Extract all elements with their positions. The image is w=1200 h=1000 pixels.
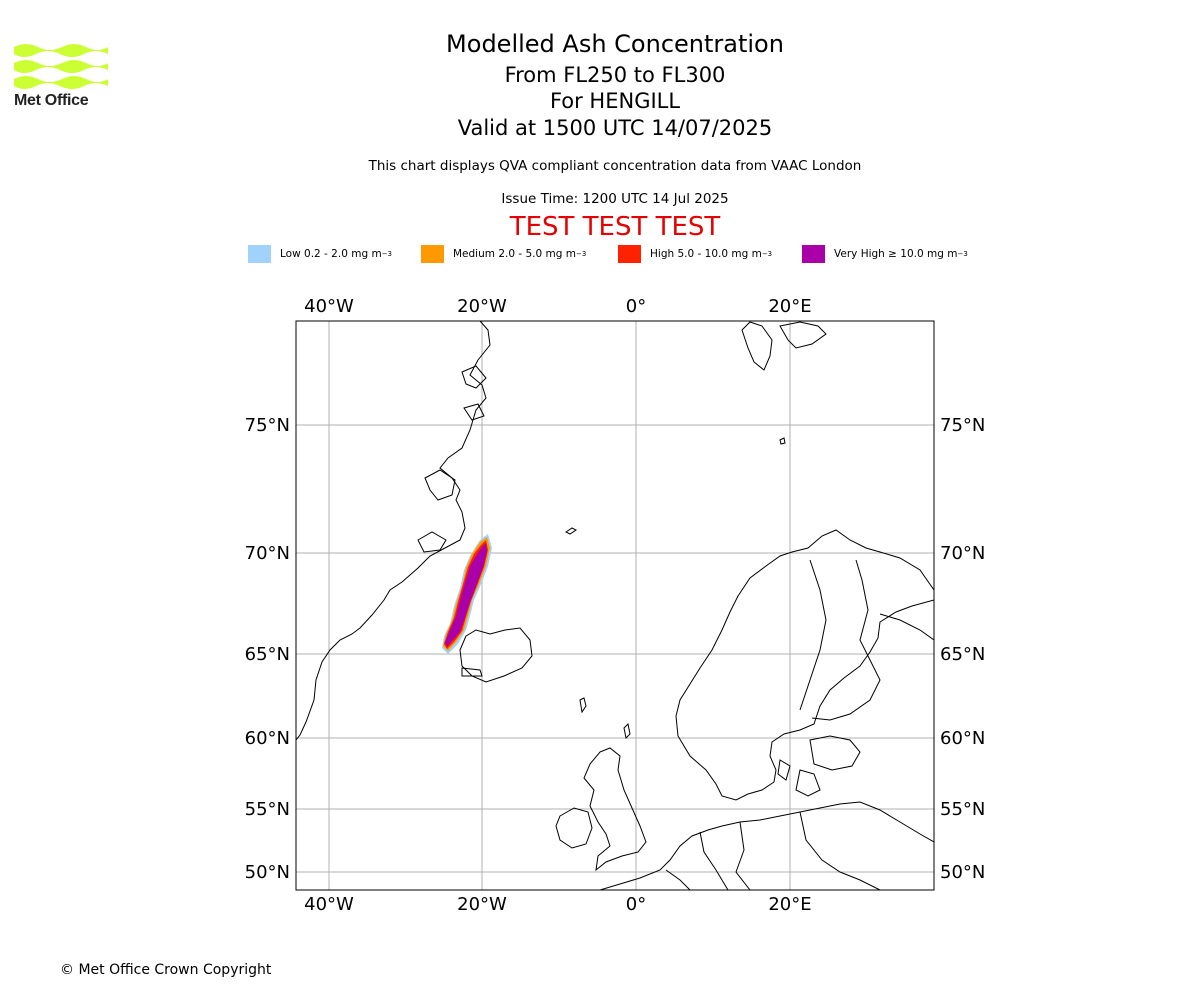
lon-label-top-0: 0° bbox=[626, 296, 646, 317]
legend-label-low: Low 0.2 - 2.0 mg m bbox=[280, 248, 382, 260]
test-banner: TEST TEST TEST bbox=[509, 212, 721, 242]
legend-swatch-low bbox=[248, 245, 271, 263]
lon-label-top-20w: 20°W bbox=[457, 296, 507, 317]
copyright-notice: © Met Office Crown Copyright bbox=[60, 962, 272, 978]
legend-item-high: High 5.0 - 10.0 mg m −3 bbox=[618, 244, 772, 264]
legend-swatch-medium bbox=[421, 245, 444, 263]
map-frame bbox=[295, 320, 935, 891]
met-office-logo-icon bbox=[14, 44, 108, 89]
legend-item-very-high: Very High ≥ 10.0 mg m −3 bbox=[802, 244, 968, 264]
lat-label-right-65n: 65°N bbox=[940, 644, 985, 665]
legend-swatch-very-high bbox=[802, 245, 825, 263]
chart-title: Modelled Ash Concentration bbox=[446, 30, 784, 58]
ash-plume bbox=[442, 534, 492, 654]
lat-label-left-65n: 65°N bbox=[245, 644, 290, 665]
lon-label-bottom-20e: 20°E bbox=[768, 894, 811, 915]
legend-label-high: High 5.0 - 10.0 mg m bbox=[650, 248, 762, 260]
lat-label-left-60n: 60°N bbox=[245, 728, 290, 749]
legend-item-low: Low 0.2 - 2.0 mg m −3 bbox=[248, 244, 392, 264]
legend-item-medium: Medium 2.0 - 5.0 mg m −3 bbox=[421, 244, 586, 264]
valid-time: Valid at 1500 UTC 14/07/2025 bbox=[457, 116, 773, 140]
issue-time: Issue Time: 1200 UTC 14 Jul 2025 bbox=[501, 191, 729, 207]
volcano-name: For HENGILL bbox=[549, 89, 681, 113]
lat-label-left-55n: 55°N bbox=[245, 799, 290, 820]
coastlines bbox=[296, 321, 934, 890]
lon-label-top-20e: 20°E bbox=[768, 296, 811, 317]
lat-label-left-70n: 70°N bbox=[245, 543, 290, 564]
lon-label-bottom-40w: 40°W bbox=[304, 894, 354, 915]
lat-label-left-75n: 75°N bbox=[245, 415, 290, 436]
lat-label-right-55n: 55°N bbox=[940, 799, 985, 820]
met-office-wordmark: Met Office bbox=[14, 92, 89, 109]
lat-label-right-70n: 70°N bbox=[940, 543, 985, 564]
legend-label-medium: Medium 2.0 - 5.0 mg m bbox=[453, 248, 576, 260]
lat-label-right-75n: 75°N bbox=[940, 415, 985, 436]
map-gridlines bbox=[296, 321, 934, 890]
lat-label-right-50n: 50°N bbox=[940, 862, 985, 883]
lat-label-right-60n: 60°N bbox=[940, 728, 985, 749]
lon-label-bottom-0: 0° bbox=[626, 894, 646, 915]
lon-label-bottom-20w: 20°W bbox=[457, 894, 507, 915]
lat-label-left-50n: 50°N bbox=[245, 862, 290, 883]
qva-note: This chart displays QVA compliant concen… bbox=[368, 158, 862, 174]
legend-label-very-high: Very High ≥ 10.0 mg m bbox=[834, 248, 958, 260]
flight-level-range: From FL250 to FL300 bbox=[504, 63, 726, 87]
legend-swatch-high bbox=[618, 245, 641, 263]
lon-label-top-40w: 40°W bbox=[304, 296, 354, 317]
